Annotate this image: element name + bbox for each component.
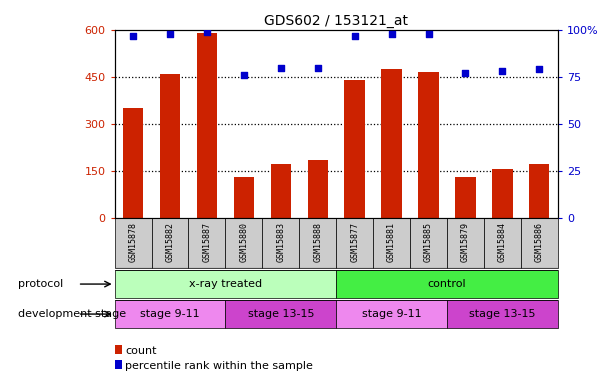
Bar: [447, 217, 484, 268]
Point: [239, 72, 248, 78]
Point: [350, 33, 359, 39]
Bar: [262, 217, 299, 268]
Text: GSM15887: GSM15887: [203, 222, 212, 261]
Bar: [492, 169, 513, 217]
Bar: [336, 270, 558, 298]
Text: stage 13-15: stage 13-15: [247, 309, 314, 319]
Bar: [226, 300, 336, 328]
Bar: [336, 217, 373, 268]
Text: GSM15878: GSM15878: [128, 222, 137, 261]
Bar: [484, 217, 521, 268]
Point: [128, 33, 138, 39]
Point: [165, 31, 175, 37]
Text: stage 9-11: stage 9-11: [140, 309, 200, 319]
Bar: [115, 217, 151, 268]
Bar: [373, 217, 410, 268]
Bar: [151, 217, 188, 268]
Point: [202, 29, 212, 35]
Bar: [115, 300, 226, 328]
Text: GSM15880: GSM15880: [239, 222, 248, 261]
Bar: [521, 217, 558, 268]
Text: GSM15881: GSM15881: [387, 222, 396, 261]
Text: GSM15877: GSM15877: [350, 222, 359, 261]
Text: GSM15879: GSM15879: [461, 222, 470, 261]
Bar: [226, 217, 262, 268]
Text: stage 9-11: stage 9-11: [362, 309, 421, 319]
Bar: [234, 177, 254, 218]
Text: protocol: protocol: [18, 279, 63, 289]
Bar: [418, 72, 438, 217]
Bar: [308, 160, 328, 218]
Text: development stage: development stage: [18, 309, 126, 319]
Bar: [271, 164, 291, 218]
Bar: [410, 217, 447, 268]
Bar: [447, 300, 558, 328]
Bar: [115, 270, 336, 298]
Bar: [123, 108, 143, 218]
Bar: [197, 33, 217, 218]
Text: percentile rank within the sample: percentile rank within the sample: [125, 361, 314, 370]
Text: GSM15888: GSM15888: [313, 222, 322, 261]
Bar: [382, 69, 402, 218]
Bar: [344, 80, 365, 218]
Text: GSM15883: GSM15883: [276, 222, 285, 261]
Text: GSM15884: GSM15884: [498, 222, 507, 261]
Text: GSM15886: GSM15886: [535, 222, 544, 261]
Point: [276, 64, 286, 70]
Point: [461, 70, 470, 76]
Point: [387, 31, 396, 37]
Bar: [529, 164, 549, 218]
Text: stage 13-15: stage 13-15: [469, 309, 535, 319]
Text: count: count: [125, 346, 157, 355]
Bar: [188, 217, 226, 268]
Point: [497, 68, 507, 74]
Point: [534, 66, 544, 72]
Bar: [299, 217, 336, 268]
Bar: [160, 74, 180, 217]
Title: GDS602 / 153121_at: GDS602 / 153121_at: [264, 13, 408, 28]
Point: [424, 31, 434, 37]
Text: control: control: [428, 279, 466, 289]
Point: [313, 64, 323, 70]
Text: GSM15885: GSM15885: [424, 222, 433, 261]
Text: x-ray treated: x-ray treated: [189, 279, 262, 289]
Text: GSM15882: GSM15882: [165, 222, 174, 261]
Bar: [336, 300, 447, 328]
Bar: [455, 177, 476, 218]
